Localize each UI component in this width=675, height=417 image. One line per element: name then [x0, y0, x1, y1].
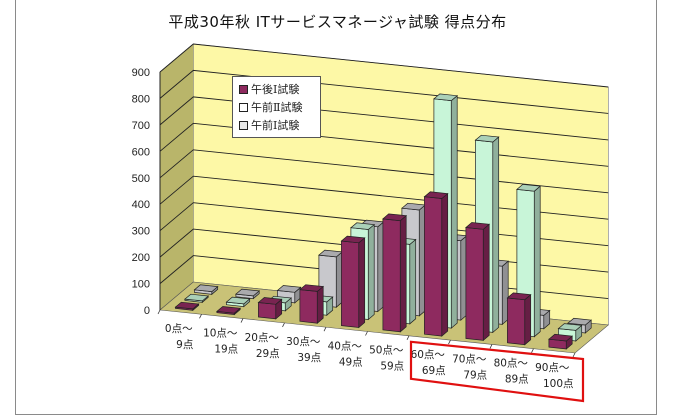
x-tick-label: 39点 [297, 352, 321, 364]
legend-swatch-icon [239, 120, 248, 130]
x-tick-label: 29点 [256, 348, 280, 360]
x-tick-label: 70点～ [452, 353, 487, 365]
legend-swatch-icon [239, 84, 248, 94]
legend-item-gozen2: 午前Ⅱ試験 [239, 98, 320, 116]
bar [276, 285, 302, 304]
legend-item-gozen1: 午前Ⅰ試験 [239, 116, 320, 134]
y-tick-label: 800 [132, 93, 150, 105]
x-tick-label: 20点～ [245, 332, 280, 344]
highlight-box [409, 340, 585, 403]
x-tick-label: 49点 [339, 356, 363, 368]
x-tick-label: 79点 [463, 369, 487, 381]
legend-label: 午前Ⅰ試験 [251, 119, 300, 132]
x-tick-label: 9点 [176, 339, 193, 351]
x-axis-ticks: 0点～ 9点 10点～ 19点 20点～ 29点 30点～ 39点 40点～ 49点 50点～ 59点… [165, 323, 574, 390]
bar [299, 284, 325, 324]
chart-legend: 午後Ⅰ試験 午前Ⅱ試験 午前Ⅰ試験 [232, 76, 321, 138]
bar [465, 222, 491, 342]
y-tick-label: 600 [132, 146, 150, 158]
x-tick-label: 100点 [543, 378, 574, 390]
y-tick-label: 100 [132, 279, 150, 291]
y-tick-label: 0 [144, 305, 150, 317]
x-tick-label: 19点 [214, 343, 238, 355]
y-tick-label: 900 [132, 67, 150, 79]
legend-item-gogo1: 午後Ⅰ試験 [239, 80, 320, 98]
y-tick-label: 400 [132, 199, 150, 211]
y-tick-label: 700 [132, 120, 150, 132]
y-tick-label: 300 [132, 226, 150, 238]
chart-title: 平成30年秋 ITサービスマネージャ試験 得点分布 [168, 13, 507, 31]
bars [174, 93, 593, 350]
bar [235, 288, 261, 300]
bar [225, 296, 251, 308]
x-tick-label: 30点～ [286, 336, 321, 348]
x-tick-label: 89点 [505, 374, 529, 386]
legend-swatch-icon [239, 102, 248, 112]
bar [184, 293, 210, 304]
x-tick-label: 80点～ [494, 358, 529, 370]
x-tick-label: 69点 [422, 365, 446, 377]
bar [257, 297, 283, 320]
bar [174, 301, 200, 312]
legend-label: 午前Ⅱ試験 [251, 101, 303, 114]
bar [216, 306, 242, 316]
bar [193, 284, 219, 296]
x-tick-label: 40点～ [328, 340, 363, 352]
x-tick-label: 50点～ [369, 345, 404, 357]
legend-label: 午後Ⅰ試験 [251, 83, 300, 96]
bar [340, 235, 366, 329]
x-tick-label: 10点～ [203, 327, 238, 339]
bar [506, 292, 532, 346]
y-axis-ticks: 0 100 200 300 400 500 600 700 800 900 [132, 67, 150, 317]
bar [548, 333, 574, 350]
x-tick-label: 60点～ [411, 349, 446, 361]
x-tick-label: 0点～ [165, 323, 193, 335]
y-tick-label: 500 [132, 173, 150, 185]
bar [382, 213, 408, 333]
x-tick-label: 59点 [380, 361, 404, 373]
bar [423, 191, 449, 337]
x-tick-label: 90点～ [535, 362, 570, 374]
y-tick-label: 200 [132, 252, 150, 264]
